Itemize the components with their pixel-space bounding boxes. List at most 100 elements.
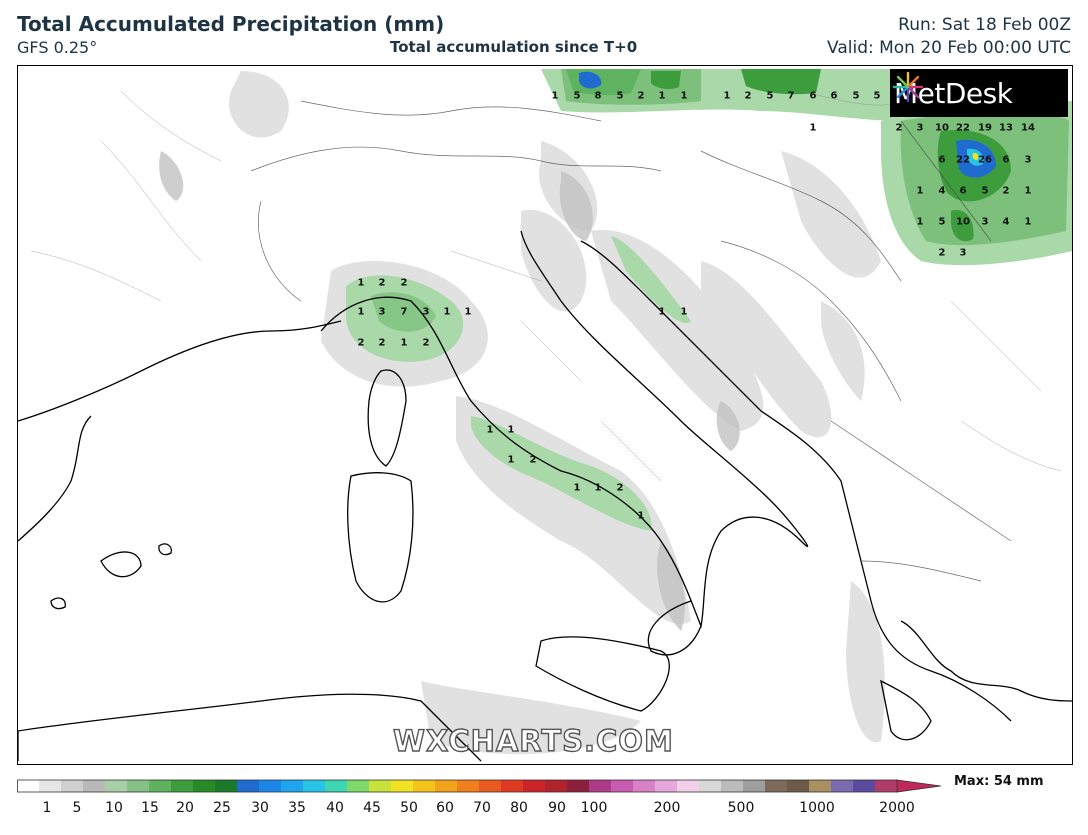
model-label: GFS 0.25° [17,38,98,57]
run-time-label: Run: Sat 18 Feb 00Z [898,15,1071,35]
grid-value: 3 [981,216,989,228]
scale-swatch [259,780,282,792]
grid-value: 2 [637,90,645,102]
grid-value: 1 [916,185,924,197]
grid-value: 1 [507,424,515,436]
grid-value: 2 [529,454,537,466]
scale-tick-label: 30 [251,800,269,816]
scale-tick-label: 500 [727,800,755,816]
grid-value: 4 [1002,216,1010,228]
scale-swatch [83,780,106,792]
scale-swatch [567,780,590,792]
scale-swatch [523,780,546,792]
scale-tick-label: 1000 [799,800,835,816]
scale-swatch [215,780,238,792]
grid-value: 1 [594,482,602,494]
grid-value: 1 [916,216,924,228]
scale-tick-label: 5 [72,800,82,816]
grid-value: 5 [616,90,624,102]
grid-value: 2 [1002,185,1010,197]
scale-swatch [149,780,172,792]
grid-value: 3 [1024,154,1032,166]
grid-value: 5 [766,90,774,102]
scale-tick-label: 25 [213,800,231,816]
scale-swatch [347,780,370,792]
scale-tick-label: 40 [326,800,344,816]
color-scale-ticks: 1 5 10 15 20 25 30 35 40 45 50 60 70 80 90 100 200 500 100… [17,800,917,820]
grid-value: 4 [938,185,946,197]
scale-swatch [193,780,216,792]
grid-value: 1 [443,306,451,318]
scale-swatch [171,780,194,792]
grid-value: 6 [809,90,817,102]
green-precip-areas [346,69,1072,531]
grid-value: 1 [1024,185,1032,197]
scale-swatch [105,780,128,792]
grid-value: 1 [809,122,817,134]
grid-value: 2 [938,247,946,259]
scale-swatch [303,780,326,792]
grid-value: 5 [873,90,881,102]
color-scale-bar [17,779,942,793]
scale-swatch [479,780,502,792]
scale-tick-label: 80 [510,800,528,816]
valid-time-label: Valid: Mon 20 Feb 00:00 UTC [827,38,1071,58]
scale-tick-label: 15 [141,800,159,816]
scale-overflow-arrow [896,779,942,793]
metdesk-logo: MetDesk [890,69,1068,117]
scale-tick-label: 2000 [879,800,915,816]
grid-value: 1 [486,424,494,436]
grid-value: 3 [959,247,967,259]
scale-swatch [655,780,678,792]
country-borders [250,100,1012,582]
scale-tick-label: 10 [105,800,123,816]
scale-swatch [17,780,40,792]
scale-swatch [721,780,744,792]
grid-value: 7 [787,90,795,102]
scale-swatch [831,780,854,792]
scale-tick-label: 60 [436,800,454,816]
grid-value: 1 [680,306,688,318]
light-precip-areas [229,71,885,755]
grid-value: 7 [400,306,408,318]
grid-value: 2 [422,337,430,349]
grid-value: 3 [378,306,386,318]
grid-value: 8 [594,90,602,102]
scale-swatch [589,780,612,792]
grid-value: 6 [830,90,838,102]
precipitation-map[interactable]: MetDesk WXCHARTS.COM [17,65,1073,765]
grid-value: 1 [658,90,666,102]
grid-value: 1 [573,482,581,494]
scale-swatch [457,780,480,792]
scale-swatch [545,780,568,792]
scale-swatch [611,780,634,792]
grid-value: 1 [357,277,365,289]
scale-tick-label: 90 [548,800,566,816]
grid-value: 2 [357,337,365,349]
scale-swatch [787,780,810,792]
chart-subtitle: Total accumulation since T+0 [390,38,638,56]
grid-value: 22 [956,122,970,134]
scale-swatch [39,780,62,792]
grid-value: 1 [507,454,515,466]
scale-tick-label: 50 [400,800,418,816]
scale-tick-label: 100 [580,800,608,816]
grid-value: 22 [956,154,970,166]
scale-swatch [875,780,898,792]
grid-value: 2 [378,277,386,289]
grid-value: 1 [400,337,408,349]
grid-value: 1 [464,306,472,318]
grid-value: 1 [551,90,559,102]
grid-value: 1 [637,510,645,522]
moderate-precip-areas [159,151,740,631]
grid-value: 3 [916,122,924,134]
grid-value: 13 [999,122,1013,134]
grid-value: 1 [357,306,365,318]
grid-value: 2 [895,122,903,134]
scale-swatch [369,780,392,792]
watermark: WXCHARTS.COM [392,723,674,758]
scale-tick-label: 70 [473,800,491,816]
grid-value: 2 [616,482,624,494]
grid-value: 3 [422,306,430,318]
grid-value: 5 [981,185,989,197]
